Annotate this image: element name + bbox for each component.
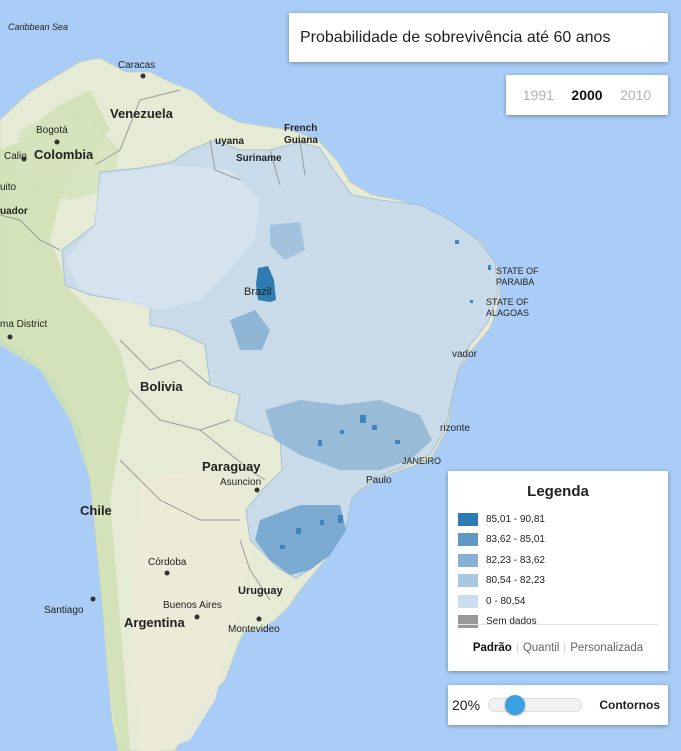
label-ma-district: ma District <box>0 319 47 330</box>
map-labels: Caribbean Sea Caracas Venezuela Bogotá C… <box>0 22 539 635</box>
label-belo-horizonte: rizonte <box>440 423 470 434</box>
label-uito: uito <box>0 182 17 193</box>
label-paraguay: Paraguay <box>202 459 261 474</box>
map-title: Probabilidade de sobrevivência até 60 an… <box>300 28 611 46</box>
label-buenos-aires: Buenos Aires <box>163 600 222 611</box>
label-cordoba: Córdoba <box>148 557 187 568</box>
label-calio: Calio <box>4 151 27 162</box>
label-guiana: Guiana <box>284 135 318 146</box>
brazil-para-cluster <box>270 222 305 260</box>
mode-quantil[interactable]: Quantil <box>516 642 564 654</box>
legend-item: 82,23 - 83,62 <box>458 550 658 571</box>
label-state-alagoas-1: STATE OF <box>486 297 529 307</box>
brazil-amazon-light <box>65 165 260 310</box>
city-dots <box>7 73 262 622</box>
legend-item: 85,01 - 90,81 <box>458 509 658 530</box>
label-paulo: Paulo <box>366 475 392 486</box>
label-state-alagoas-2: ALAGOAS <box>486 308 529 318</box>
label-state-paraiba-1: STATE OF <box>496 266 539 276</box>
opacity-slider[interactable] <box>488 695 582 715</box>
legend-mode-selector: Padrão Quantil Personalizada <box>458 624 658 661</box>
year-selector: 1991 2000 2010 <box>506 75 668 115</box>
label-montevideo: Montevideo <box>228 624 280 635</box>
legend-swatch <box>458 533 478 547</box>
legend-panel: Legenda 85,01 - 90,81 83,62 - 85,01 82,2… <box>448 471 668 671</box>
legend-item: 80,54 - 82,23 <box>458 571 658 592</box>
legend-swatch <box>458 615 478 629</box>
legend-label: 82,23 - 83,62 <box>486 554 545 566</box>
label-santiago: Santiago <box>44 605 84 616</box>
legend-item: 0 - 80,54 <box>458 591 658 612</box>
terrain-andes <box>0 90 130 751</box>
country-borders <box>0 89 306 601</box>
year-2010[interactable]: 2010 <box>620 87 652 103</box>
label-bogota: Bogotá <box>36 125 68 136</box>
year-2000[interactable]: 2000 <box>571 87 603 103</box>
legend-label: 80,54 - 82,23 <box>486 575 545 587</box>
label-uruguay: Uruguay <box>238 585 284 597</box>
label-uador: uador <box>0 206 28 217</box>
legend-swatch <box>458 553 478 567</box>
label-brazil: Brazil <box>244 286 272 298</box>
label-argentina: Argentina <box>124 615 185 630</box>
label-asuncion: Asuncion <box>220 477 261 488</box>
label-french: French <box>284 123 317 134</box>
label-bolivia: Bolivia <box>140 379 183 394</box>
year-1991[interactable]: 1991 <box>522 87 554 103</box>
legend-label: 85,01 - 90,81 <box>486 513 545 525</box>
brazil-mt-cluster <box>230 310 270 350</box>
label-chile: Chile <box>80 503 112 518</box>
legend-swatch <box>458 594 478 608</box>
terrain-south-cone <box>132 470 250 751</box>
opacity-panel: 20% Contornos <box>448 685 668 725</box>
legend-title: Legenda <box>527 483 589 500</box>
brazil-southeast-cluster <box>265 400 432 470</box>
legend-swatch <box>458 574 478 588</box>
label-venezuela: Venezuela <box>110 106 174 121</box>
legend-label: Sem dados <box>486 616 537 628</box>
mode-personalizada[interactable]: Personalizada <box>564 642 648 654</box>
legend-item: 83,62 - 85,01 <box>458 530 658 551</box>
label-caribbean-sea: Caribbean Sea <box>8 22 68 32</box>
label-guyana: uyana <box>215 136 244 147</box>
label-caracas: Caracas <box>118 60 155 71</box>
legend-item: Sem dados <box>458 612 658 633</box>
label-rio-janeiro: JANEIRO <box>402 456 441 466</box>
opacity-slider-knob[interactable] <box>505 695 526 715</box>
contours-toggle[interactable]: Contornos <box>599 698 660 712</box>
label-colombia: Colombia <box>34 147 94 162</box>
legend-label: 83,62 - 85,01 <box>486 534 545 546</box>
opacity-value: 20% <box>452 697 481 713</box>
legend-swatch <box>458 512 478 526</box>
brazil-rondonia-dark <box>256 266 276 302</box>
label-state-paraiba-2: PARAIBA <box>496 277 534 287</box>
brazil-municipality-accents <box>280 240 491 549</box>
label-suriname: Suriname <box>236 153 282 164</box>
legend-label: 0 - 80,54 <box>486 595 526 607</box>
terrain-colombia <box>10 110 120 200</box>
map-title-panel: Probabilidade de sobrevivência até 60 an… <box>289 13 668 62</box>
mode-padrao[interactable]: Padrão <box>472 642 512 654</box>
label-salvador: vador <box>452 349 478 360</box>
